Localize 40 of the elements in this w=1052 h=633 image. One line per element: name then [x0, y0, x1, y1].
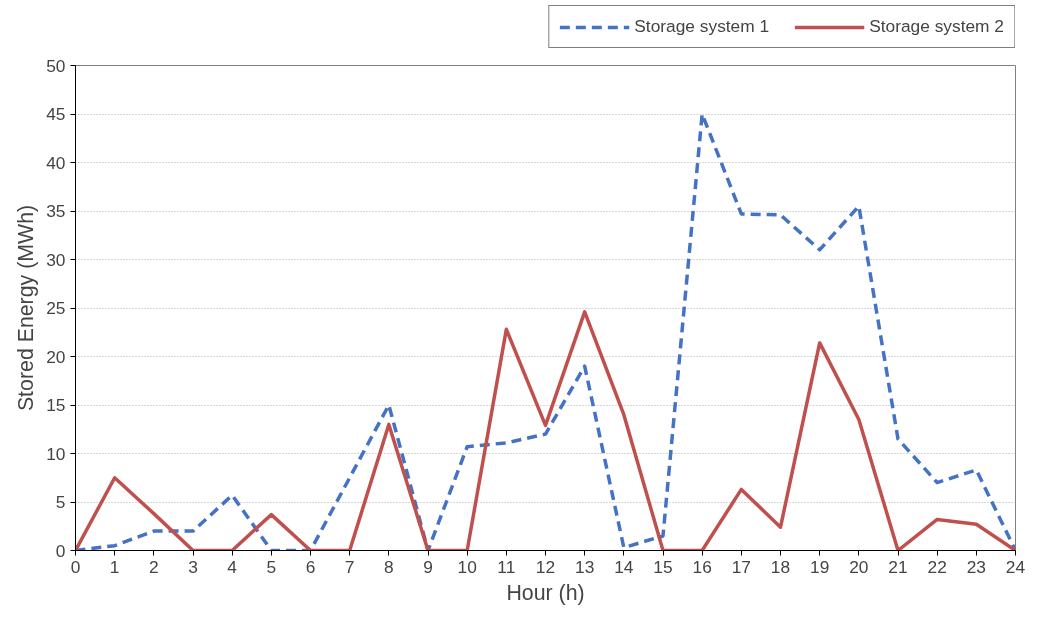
- x-tick-label: 5: [266, 556, 277, 577]
- y-tick-label: 10: [46, 443, 66, 464]
- x-tick-label: 8: [384, 556, 394, 577]
- x-tick-label: 6: [305, 556, 316, 577]
- x-tick-label: 13: [575, 556, 595, 577]
- legend-label: Storage system 2: [869, 16, 1004, 37]
- x-tick-label: 4: [227, 556, 238, 577]
- x-tick-label: 14: [614, 556, 634, 577]
- x-tick-label: 15: [653, 556, 673, 577]
- y-tick-label: 50: [46, 55, 66, 76]
- x-tick-label: 22: [927, 556, 947, 577]
- y-tick-label: 35: [46, 201, 66, 221]
- y-axis-title: Stored Energy (MWh): [14, 204, 39, 412]
- x-tick-label: 0: [70, 556, 81, 577]
- y-tick-label: 0: [55, 540, 66, 561]
- x-tick-label: 24: [1005, 556, 1026, 577]
- x-tick-label: 17: [731, 556, 751, 577]
- x-tick-label: 10: [457, 556, 477, 577]
- y-tick-label: 45: [46, 104, 66, 124]
- x-tick-label: 19: [810, 556, 830, 577]
- y-tick-label: 5: [55, 492, 66, 512]
- y-tick-label: 30: [46, 249, 66, 270]
- x-tick-label: 16: [692, 556, 712, 577]
- legend-label: Storage system 1: [634, 16, 770, 37]
- y-tick-label: 25: [46, 298, 66, 318]
- x-tick-label: 7: [344, 556, 355, 577]
- x-axis-title: Hour (h): [506, 580, 585, 605]
- x-tick-label: 18: [770, 556, 791, 577]
- y-tick-label: 40: [46, 152, 66, 173]
- x-tick-label: 2: [149, 556, 159, 577]
- x-tick-label: 9: [423, 556, 433, 577]
- x-tick-label: 21: [888, 556, 908, 577]
- x-tick-label: 23: [966, 556, 986, 577]
- x-tick-label: 11: [497, 556, 516, 577]
- y-tick-label: 15: [46, 395, 66, 415]
- y-tick-label: 20: [46, 346, 66, 367]
- x-tick-label: 20: [849, 556, 869, 577]
- x-tick-label: 1: [109, 556, 120, 577]
- x-tick-label: 12: [535, 556, 556, 577]
- x-tick-label: 3: [188, 556, 198, 577]
